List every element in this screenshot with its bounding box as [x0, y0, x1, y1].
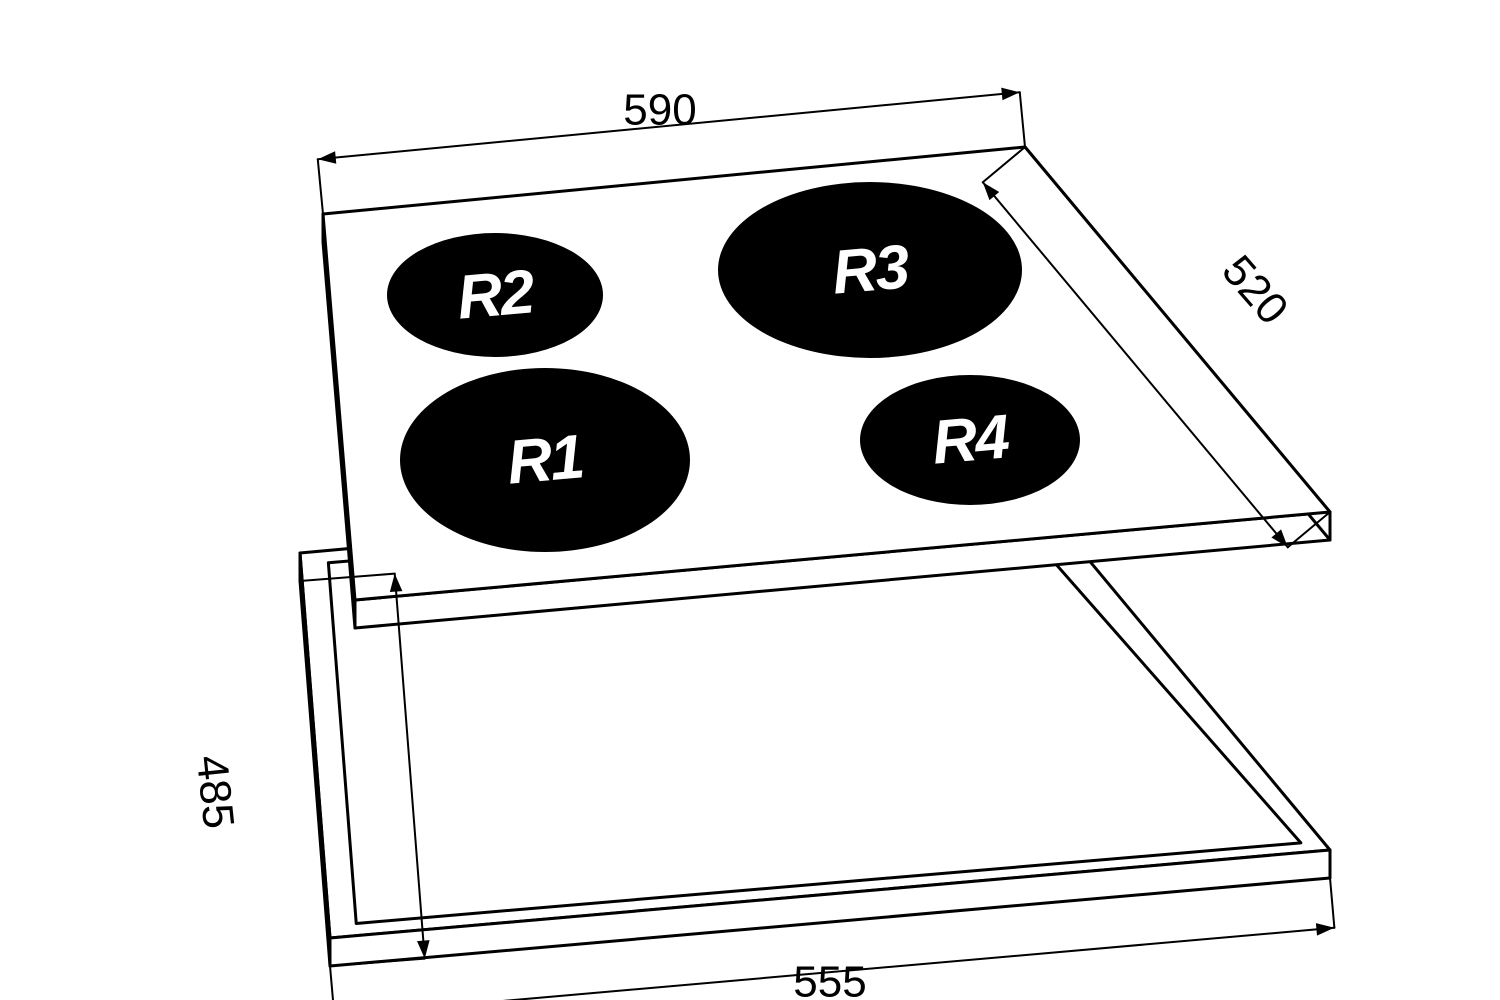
- burner-label-r4: R4: [930, 402, 1012, 477]
- top-plate: R1 R2 R3 R4: [323, 147, 1330, 628]
- burner-label-r3: R3: [830, 232, 912, 307]
- burner-r2: R2: [387, 233, 603, 357]
- burner-label-r1: R1: [505, 422, 586, 497]
- burner-r1: R1: [400, 368, 690, 552]
- dimension-value-width_top: 590: [623, 86, 696, 135]
- dimension-value-depth_bottom: 485: [187, 753, 243, 831]
- burner-r4: R4: [860, 375, 1080, 505]
- dimension-value-depth_top: 520: [1212, 246, 1297, 334]
- dimension-value-width_bottom: 555: [793, 958, 866, 1000]
- burner-label-r2: R2: [455, 257, 537, 332]
- cooktop-technical-drawing: R1 R2 R3 R4 590 520 485 555: [0, 0, 1500, 1000]
- burner-r3: R3: [718, 182, 1022, 358]
